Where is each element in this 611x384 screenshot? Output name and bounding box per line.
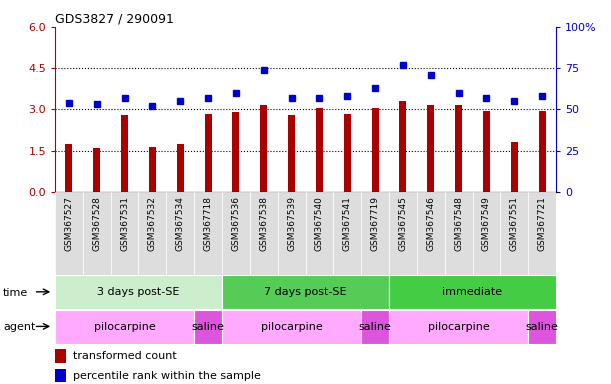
Bar bbox=[250, 192, 277, 275]
Bar bbox=[177, 144, 184, 192]
Bar bbox=[222, 310, 361, 344]
Bar bbox=[511, 142, 518, 192]
Text: GSM367527: GSM367527 bbox=[64, 196, 73, 251]
Text: percentile rank within the sample: percentile rank within the sample bbox=[73, 371, 261, 381]
Text: GSM367719: GSM367719 bbox=[371, 196, 379, 251]
Bar bbox=[93, 148, 100, 192]
Bar bbox=[334, 192, 361, 275]
Bar bbox=[55, 275, 222, 309]
Text: 7 days post-SE: 7 days post-SE bbox=[264, 287, 347, 297]
Text: pilocarpine: pilocarpine bbox=[93, 322, 155, 332]
Text: GSM367532: GSM367532 bbox=[148, 196, 157, 251]
Bar bbox=[232, 112, 240, 192]
Text: GSM367538: GSM367538 bbox=[259, 196, 268, 251]
Text: agent: agent bbox=[3, 322, 35, 332]
Text: pilocarpine: pilocarpine bbox=[261, 322, 323, 332]
Text: GSM367721: GSM367721 bbox=[538, 196, 547, 251]
Bar bbox=[400, 101, 406, 192]
Text: GSM367540: GSM367540 bbox=[315, 196, 324, 251]
Bar bbox=[389, 275, 556, 309]
Bar bbox=[344, 114, 351, 192]
Text: immediate: immediate bbox=[442, 287, 503, 297]
Bar bbox=[361, 310, 389, 344]
Bar bbox=[539, 111, 546, 192]
Text: pilocarpine: pilocarpine bbox=[428, 322, 489, 332]
Bar bbox=[455, 105, 462, 192]
Text: GSM367546: GSM367546 bbox=[426, 196, 435, 251]
Bar bbox=[528, 192, 556, 275]
Text: saline: saline bbox=[192, 322, 224, 332]
Bar bbox=[417, 192, 445, 275]
Bar bbox=[194, 310, 222, 344]
Text: GSM367528: GSM367528 bbox=[92, 196, 101, 251]
Bar bbox=[222, 275, 389, 309]
Bar bbox=[166, 192, 194, 275]
Bar bbox=[483, 111, 490, 192]
Text: GSM367531: GSM367531 bbox=[120, 196, 129, 251]
Bar bbox=[371, 108, 379, 192]
Text: GSM367548: GSM367548 bbox=[454, 196, 463, 251]
Bar bbox=[65, 144, 72, 192]
Bar bbox=[389, 192, 417, 275]
Bar bbox=[55, 369, 67, 382]
Bar bbox=[316, 108, 323, 192]
Text: GDS3827 / 290091: GDS3827 / 290091 bbox=[55, 13, 174, 26]
Text: transformed count: transformed count bbox=[73, 351, 177, 361]
Bar bbox=[149, 147, 156, 192]
Text: 3 days post-SE: 3 days post-SE bbox=[97, 287, 180, 297]
Bar bbox=[472, 192, 500, 275]
Bar bbox=[139, 192, 166, 275]
Text: GSM367718: GSM367718 bbox=[203, 196, 213, 251]
Bar bbox=[528, 310, 556, 344]
Bar bbox=[222, 192, 250, 275]
Bar bbox=[361, 192, 389, 275]
Text: GSM367534: GSM367534 bbox=[176, 196, 185, 251]
Bar bbox=[389, 310, 528, 344]
Bar bbox=[55, 349, 67, 363]
Text: GSM367549: GSM367549 bbox=[482, 196, 491, 251]
Bar bbox=[194, 192, 222, 275]
Bar bbox=[111, 192, 139, 275]
Text: saline: saline bbox=[525, 322, 558, 332]
Bar bbox=[55, 192, 83, 275]
Bar bbox=[83, 192, 111, 275]
Text: GSM367545: GSM367545 bbox=[398, 196, 408, 251]
Text: saline: saline bbox=[359, 322, 392, 332]
Bar bbox=[427, 105, 434, 192]
Text: time: time bbox=[3, 288, 28, 298]
Bar bbox=[500, 192, 528, 275]
Text: GSM367539: GSM367539 bbox=[287, 196, 296, 251]
Bar bbox=[205, 114, 211, 192]
Bar bbox=[55, 310, 194, 344]
Bar bbox=[306, 192, 334, 275]
Bar bbox=[445, 192, 472, 275]
Text: GSM367536: GSM367536 bbox=[232, 196, 240, 251]
Bar bbox=[277, 192, 306, 275]
Text: GSM367541: GSM367541 bbox=[343, 196, 352, 251]
Text: GSM367551: GSM367551 bbox=[510, 196, 519, 251]
Bar bbox=[260, 105, 267, 192]
Bar bbox=[288, 115, 295, 192]
Bar bbox=[121, 115, 128, 192]
